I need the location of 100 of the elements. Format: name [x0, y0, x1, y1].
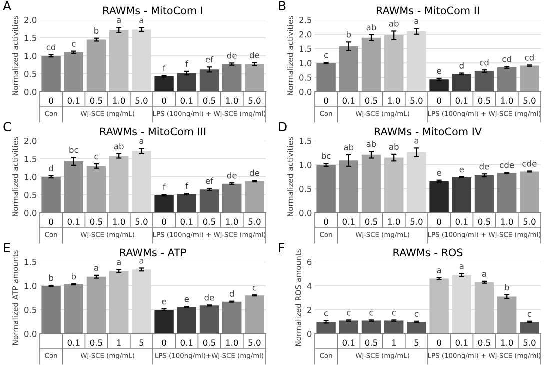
- data-label: a: [117, 260, 121, 266]
- x-tick-label: 0.1: [456, 218, 468, 226]
- data-label: a: [460, 264, 464, 270]
- x-tick-label: 0.1: [180, 218, 193, 226]
- data-label: a: [414, 139, 418, 144]
- x-tick-label: 0: [162, 98, 166, 104]
- x-tick-label: 0.5: [365, 340, 378, 346]
- x-tick-label: 0.5: [90, 98, 102, 104]
- x-tick-label: 0.5: [203, 98, 216, 104]
- data-label: ab: [114, 143, 124, 150]
- data-label: a: [94, 266, 98, 272]
- y-tick-label: 0.0: [24, 330, 37, 338]
- y-tick-label: 1.5: [300, 138, 312, 144]
- y-tick-label: 0.0: [300, 88, 312, 96]
- y-tick-label: 0.0: [24, 88, 37, 96]
- data-label: e: [437, 171, 442, 176]
- x-tick-label: 0.1: [342, 98, 355, 104]
- data-label: e: [162, 300, 166, 305]
- x-tick-label: 5.0: [524, 218, 536, 226]
- data-label: a: [414, 19, 418, 24]
- data-label: ab: [389, 20, 399, 27]
- x-tick-label: 0: [437, 340, 442, 346]
- text: B: [279, 1, 286, 10]
- data-label: a: [482, 272, 486, 278]
- y-tick-label: 2.0: [24, 138, 37, 144]
- data-label: a: [140, 18, 144, 24]
- x-tick-label: 0: [437, 218, 442, 226]
- x-tick-label: 0.1: [342, 218, 355, 226]
- text: D: [279, 122, 287, 132]
- text: A: [3, 1, 12, 10]
- data-label: a: [140, 139, 144, 144]
- x-tick-label: 0: [49, 98, 54, 104]
- x-tick-label: 0.1: [456, 340, 468, 346]
- data-label: bc: [70, 146, 78, 154]
- x-tick-label: 0: [162, 340, 166, 346]
- text: F: [279, 243, 284, 252]
- data-label: de: [250, 170, 260, 176]
- x-tick-label: 0.5: [203, 218, 216, 226]
- x-tick-label: 0: [324, 218, 328, 226]
- y-tick-label: 6: [308, 258, 312, 266]
- data-label: a: [117, 18, 121, 24]
- y-tick-label: 4: [307, 283, 312, 290]
- y-tick-label: 2: [308, 306, 312, 314]
- x-tick-label: 0.1: [456, 98, 468, 104]
- x-tick-label: 0: [437, 98, 442, 104]
- y-tick-label: 0.5: [24, 306, 36, 314]
- y-tick-label: 1.0: [300, 60, 312, 66]
- data-label: bc: [322, 152, 331, 160]
- data-label: de: [250, 52, 260, 58]
- data-label: c: [324, 53, 328, 58]
- x-tick-label: 0.1: [180, 340, 193, 346]
- x-tick-label: 5: [140, 340, 144, 346]
- y-tick-label: 1.0: [24, 282, 37, 290]
- x-tick-label: 5.0: [248, 340, 261, 346]
- x-tick-label: 5.0: [410, 218, 423, 226]
- chart-title: RAWMs - MitoCom IV: [374, 128, 482, 136]
- x-tick-label: 0.5: [478, 340, 490, 346]
- y-tick-label: 0.0: [300, 210, 312, 216]
- data-label: f: [163, 64, 166, 72]
- data-label: b: [505, 284, 510, 291]
- y-tick-label: 0.5: [300, 186, 312, 192]
- x-tick-label: 0: [49, 218, 54, 226]
- data-label: de: [480, 163, 490, 170]
- x-tick-label: 0.1: [68, 98, 80, 104]
- x-tick-label: 1.0: [226, 340, 238, 346]
- x-tick-label: 0: [324, 98, 328, 104]
- y-tick-label: 1.0: [24, 174, 37, 180]
- x-tick-label: 1.0: [226, 98, 238, 104]
- data-label: c: [392, 311, 396, 316]
- data-label: cd: [525, 54, 534, 61]
- data-label: b: [94, 28, 99, 34]
- data-label: b: [49, 274, 54, 282]
- y-tick-label: 1.5: [24, 156, 36, 162]
- x-tick-label: 1.0: [501, 340, 514, 346]
- data-label: f: [186, 182, 189, 190]
- x-tick-label: 0.5: [203, 340, 216, 346]
- y-tick-label: 0.5: [24, 70, 36, 78]
- y-tick-label: 0.5: [300, 74, 312, 81]
- data-label: e: [437, 69, 442, 74]
- data-label: f: [186, 60, 189, 67]
- x-tick-label: 5.0: [248, 98, 261, 104]
- data-label: e: [184, 297, 190, 302]
- x-tick-label: 0.1: [68, 218, 80, 226]
- data-label: c: [72, 42, 76, 47]
- text: E: [4, 243, 10, 252]
- data-label: de: [227, 52, 237, 59]
- data-label: cde: [500, 162, 514, 168]
- data-label: b: [72, 273, 76, 280]
- data-label: c: [252, 286, 256, 291]
- x-tick-label: 0.1: [342, 340, 355, 346]
- data-label: de: [204, 294, 214, 301]
- x-tick-label: 5.0: [136, 98, 148, 104]
- data-label: de: [227, 172, 237, 179]
- y-tick-label: 1.5: [300, 46, 312, 52]
- x-tick-label: 5.0: [524, 340, 536, 346]
- text: C: [4, 122, 12, 132]
- x-tick-label: 1.0: [501, 218, 514, 226]
- x-tick-label: 0.5: [365, 218, 378, 226]
- chart-title: RAWMs - ATP: [120, 248, 186, 257]
- y-tick-label: 1.0: [300, 162, 312, 168]
